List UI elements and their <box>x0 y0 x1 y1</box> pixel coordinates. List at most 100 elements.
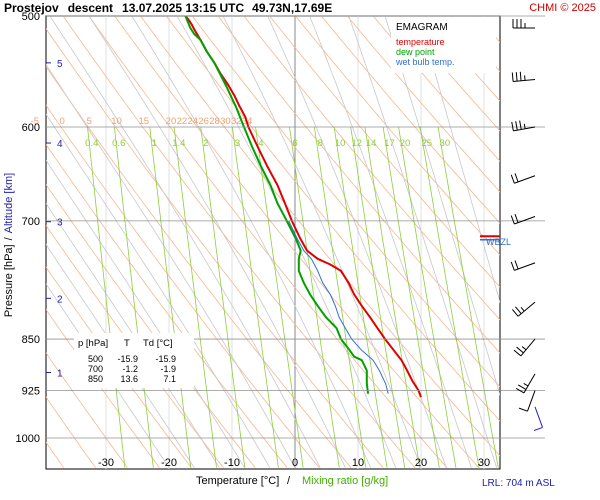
dry-adiabat-label: 32 <box>231 116 242 127</box>
moist-adiabat-line <box>348 16 497 468</box>
table-header-t: T <box>124 338 130 349</box>
temperature-tick-label: 0 <box>292 457 298 469</box>
moist-adiabat-line <box>222 16 422 468</box>
wind-barb <box>510 260 536 271</box>
mixing-ratio-line <box>419 126 480 468</box>
dry-adiabat-label: 26 <box>198 116 209 127</box>
dry-adiabat-line <box>295 16 500 256</box>
temperature-tick-label: -20 <box>161 457 177 469</box>
wind-barb-feather <box>519 120 522 130</box>
wind-barb-feather <box>517 384 527 390</box>
wind-barb-feather <box>515 387 525 394</box>
wind-barb-feather <box>516 346 524 354</box>
mixing-ratio-line <box>114 126 154 468</box>
dry-adiabat-line <box>46 352 128 468</box>
table-box <box>74 333 194 388</box>
xlabel-separator: / <box>287 475 291 487</box>
moist-adiabat-line <box>49 16 321 468</box>
ylabel-pressure: Pressure [hPa] <box>3 244 15 317</box>
wind-barb-feather <box>515 72 518 82</box>
mixing-ratio-line <box>364 126 421 468</box>
dry-adiabat-line <box>46 28 384 468</box>
dry-adiabat-line <box>346 16 500 193</box>
dry-adiabat-label: 22 <box>177 116 188 127</box>
adiabat-labels: 0.4 0.6 1 1.4 2 3 4 6 8 10 12 14 17 20 25 30-5 0 5 10 15 20 2… <box>31 116 450 149</box>
dry-adiabat-line <box>46 184 256 468</box>
wind-barb <box>512 19 535 29</box>
wind-barb-feather <box>511 121 514 131</box>
mixing-ratio-label: 0.6 <box>112 138 125 149</box>
table-header-td: Td [°C] <box>143 338 173 349</box>
wind-barb-half-feather <box>521 346 527 351</box>
wind-barb-staff <box>513 126 536 132</box>
mixing-ratio-label: 25 <box>421 138 432 149</box>
lrl-label: LRL: 704 m ASL <box>482 478 555 489</box>
ylabel-altitude: Altitude [km] <box>3 173 15 234</box>
dry-adiabat-line <box>269 16 500 288</box>
dry-adiabat-label: 15 <box>138 116 149 127</box>
table-header-p: p [hPa] <box>78 338 108 349</box>
moist-adiabat-line <box>46 159 245 468</box>
wind-barb-feather <box>510 261 515 271</box>
dry-adiabat-label: -5 <box>31 116 39 127</box>
wind-barb-feather <box>515 121 518 131</box>
mixing-ratio-label: 20 <box>400 138 411 149</box>
wind-barb-half-feather <box>520 306 525 312</box>
moist-adiabat-line <box>46 63 296 468</box>
dry-adiabat-line <box>46 143 288 468</box>
legend-dewpoint: dew point <box>396 47 435 57</box>
wind-barbs <box>510 19 543 431</box>
wind-barb-staff <box>527 390 536 412</box>
mixing-ratio-label: 6 <box>292 138 297 149</box>
moist-adiabat-line <box>176 16 397 468</box>
mixing-ratio-line <box>382 126 440 468</box>
dry-adiabat-label: 5 <box>87 116 92 127</box>
altitude-tick-label: 2 <box>57 294 63 305</box>
dry-adiabat-line <box>502 16 600 468</box>
legend-wetbulb: wet bulb temp. <box>395 57 455 67</box>
wind-barb-feather <box>510 174 515 184</box>
wind-barb <box>510 214 536 225</box>
wind-barb <box>513 338 536 357</box>
mixing-ratio-label: 14 <box>366 138 377 149</box>
wind-barb <box>515 373 536 394</box>
pressure-tick-label: 500 <box>22 11 40 23</box>
mixing-ratio-line <box>231 126 279 468</box>
mixing-ratio-line <box>333 126 388 468</box>
wind-barb-feather <box>519 71 522 81</box>
dry-adiabat-line <box>372 16 500 162</box>
station-title: Prostejov descent 13.07.2025 13:15 UTC 49.7… <box>4 1 332 15</box>
moist-adiabat-line <box>46 243 195 468</box>
wind-barb-staff <box>523 373 536 394</box>
mixing-ratio-label: 17 <box>384 138 395 149</box>
dry-adiabat-line <box>46 224 224 468</box>
dry-adiabat-line <box>398 16 500 132</box>
pressure-tick-label: 1000 <box>16 433 40 445</box>
mixing-ratio-label: 3 <box>235 138 240 149</box>
mixing-ratio-label: 30 <box>440 138 451 149</box>
dry-adiabat-line <box>46 104 320 468</box>
wind-barb-staff <box>534 406 543 428</box>
table-row-t: -15.9 <box>117 354 138 364</box>
moist-adiabat-line <box>384 16 500 397</box>
ylabel-separator: / <box>3 236 15 240</box>
mixing-ratio-line <box>437 126 499 468</box>
table-row-t: 13.6 <box>120 374 138 384</box>
table-row-p: 500 <box>88 354 103 364</box>
wind-barb-feather <box>511 309 519 317</box>
table-row-td: -15.9 <box>155 354 176 364</box>
series-dew-point-line <box>184 16 370 394</box>
temperature-tick-label: 10 <box>352 457 364 469</box>
wbzl-label: WBZL <box>486 237 511 247</box>
altitude-tick-label: 5 <box>57 59 63 70</box>
table-row-td: 7.1 <box>163 374 176 384</box>
data-table: p [hPa] T Td [°C] 500 -15.9 -15.9 700 -1… <box>74 333 194 388</box>
wind-barb <box>518 390 536 412</box>
wind-barb-half-feather <box>523 383 529 387</box>
wind-barb-feather <box>518 407 528 412</box>
mixing-ratio-label: 1 <box>152 138 157 149</box>
wind-barb-staff <box>514 175 536 184</box>
pressure-tick-label: 700 <box>22 216 40 228</box>
temperature-tick-label: 20 <box>415 457 427 469</box>
wind-barb-feather <box>510 215 515 225</box>
